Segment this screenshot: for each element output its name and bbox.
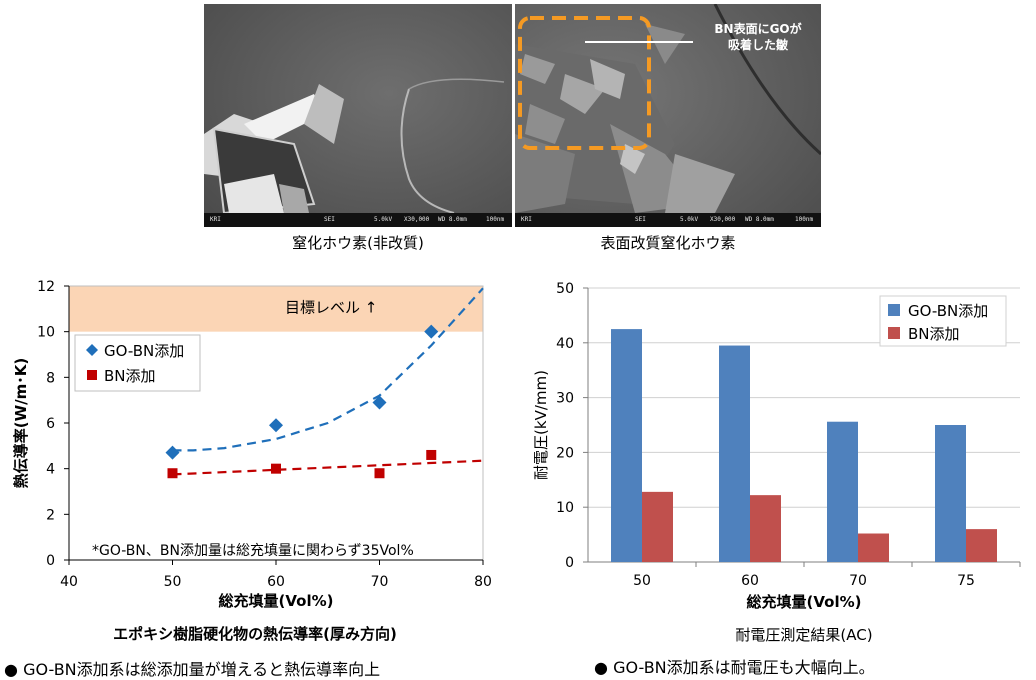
y-tick-label: 10 xyxy=(37,325,55,341)
legend-label-go-bn: GO-BN添加 xyxy=(908,302,988,320)
bar-go-bn xyxy=(719,345,750,562)
legend-label-go-bn: GO-BN添加 xyxy=(104,342,184,360)
data-point-bn xyxy=(271,463,281,474)
annotation-line-2: 吸着した皺 xyxy=(727,38,788,52)
y-tick-label: 2 xyxy=(46,507,55,523)
legend-marker-bn xyxy=(87,370,97,380)
highlight-dashed-box xyxy=(518,16,651,150)
annotation-label: BN表面にGOが 吸着した皺 xyxy=(698,21,818,53)
y-tick-label: 6 xyxy=(46,416,55,432)
legend-box xyxy=(74,334,201,392)
data-point-go-bn xyxy=(165,445,180,460)
trend-line-bn xyxy=(172,459,484,476)
sem-wd: WD 8.0mm xyxy=(745,216,774,223)
legend-swatch-go-bn xyxy=(888,304,900,316)
bar-go-bn xyxy=(827,421,858,562)
legend-swatch-bn xyxy=(888,327,900,339)
sem-magnification: X30,000 xyxy=(404,216,430,223)
trend-line-go-bn xyxy=(172,287,484,452)
x-tick-label: 75 xyxy=(957,573,975,589)
sem-magnification: X30,000 xyxy=(710,216,736,223)
sem-image-unmodified: KRI SEI 5.0kV X30,000 WD 8.0mm 100nm xyxy=(204,4,512,227)
y-tick-label: 30 xyxy=(556,391,574,407)
sem-scale: 100nm xyxy=(486,216,505,223)
caption-unmodified-bn: 窒化ホウ素(非改質) xyxy=(292,234,424,252)
x-tick-label: 50 xyxy=(633,573,651,589)
chart-title-voltage: 耐電圧測定結果(AC) xyxy=(735,626,872,644)
y-tick-label: 4 xyxy=(46,462,55,478)
target-band xyxy=(69,286,483,332)
sem-info-bar-left: KRI SEI 5.0kV X30,000 WD 8.0mm 100nm xyxy=(204,213,512,227)
y-axis-title: 熱伝導率(W/m･K) xyxy=(12,358,30,489)
chart-title-thermal: エポキシ樹脂硬化物の熱伝導率(厚み方向) xyxy=(113,625,397,643)
sem-mode: SEI xyxy=(324,216,335,223)
x-axis-title: 総充填量(Vol%) xyxy=(747,593,862,611)
annotation-line-1: BN表面にGOが xyxy=(714,22,802,36)
y-tick-label: 0 xyxy=(565,555,574,571)
y-tick-label: 40 xyxy=(556,336,574,352)
x-tick-label: 60 xyxy=(741,573,759,589)
legend-left: GO-BN添加 BN添加 xyxy=(74,334,201,392)
data-point-bn xyxy=(167,468,178,479)
caption-modified-bn: 表面改質窒化ホウ素 xyxy=(600,234,736,252)
y-tick-label: 20 xyxy=(556,445,574,461)
bullet-left: ● GO-BN添加系は総添加量が増えると熱伝導率向上 xyxy=(4,656,380,680)
x-tick-label: 70 xyxy=(849,573,867,589)
y-tick-label: 12 xyxy=(37,279,55,295)
y-tick-label: 8 xyxy=(46,370,55,386)
target-band-label: 目標レベル ↑ xyxy=(285,299,377,317)
x-tick-label: 50 xyxy=(164,574,182,590)
sem-info-bar-right: KRI SEI 5.0kV X30,000 WD 8.0mm 100nm xyxy=(515,213,821,227)
chart-note: *GO-BN、BN添加量は総充填量に関わらず35Vol% xyxy=(92,543,414,559)
bar-bn xyxy=(858,533,889,562)
bar-bn xyxy=(642,491,673,562)
y-tick-label: 0 xyxy=(46,553,55,569)
annotation-overlay xyxy=(518,16,693,150)
sem-mode: SEI xyxy=(635,216,646,223)
sem-voltage: 5.0kV xyxy=(680,216,699,223)
bar-go-bn xyxy=(935,425,966,562)
y-axis-title: 耐電圧(kV/mm) xyxy=(532,370,550,480)
sem-voltage: 5.0kV xyxy=(374,216,393,223)
bullet-right-text: GO-BN添加系は耐電圧も大幅向上。 xyxy=(613,658,875,677)
x-tick-label: 40 xyxy=(60,574,78,590)
thermal-conductivity-chart: 目標レベル ↑ 0 2 4 6 8 10 12 40 50 60 70 80 GO-BN添加 BN添加 *GO… xyxy=(12,279,492,643)
legend-box xyxy=(879,295,1007,347)
legend-label-bn: BN添加 xyxy=(908,325,960,343)
x-axis-title: 総充填量(Vol%) xyxy=(219,592,334,610)
sem-logo: KRI xyxy=(210,216,221,223)
y-tick-label: 10 xyxy=(556,500,574,516)
bar-bn xyxy=(750,495,781,562)
x-tick-label: 70 xyxy=(371,574,389,590)
legend-marker-go-bn xyxy=(86,344,98,356)
bullet-left-text: GO-BN添加系は総添加量が増えると熱伝導率向上 xyxy=(23,660,381,679)
bar-go-bn xyxy=(611,329,642,562)
sem-scale: 100nm xyxy=(795,216,814,223)
breakdown-voltage-chart: 0 10 20 30 40 50 50 60 70 75 GO-BN添加 BN添加総充填量(Vol%)… xyxy=(532,281,1021,644)
legend-label-bn: BN添加 xyxy=(104,367,156,385)
data-point-go-bn xyxy=(424,324,439,339)
sem-wd: WD 8.0mm xyxy=(438,216,467,223)
bar-bn xyxy=(966,529,997,562)
y-tick-label: 50 xyxy=(556,281,574,297)
bullet-dot-icon: ● xyxy=(594,658,608,677)
x-tick-label: 60 xyxy=(267,574,285,590)
bullet-right: ● GO-BN添加系は耐電圧も大幅向上。 xyxy=(594,654,875,678)
data-point-go-bn xyxy=(372,395,387,410)
data-point-bn xyxy=(374,468,385,479)
data-point-go-bn xyxy=(269,418,283,433)
bullet-dot-icon: ● xyxy=(4,660,18,679)
data-point-bn xyxy=(426,449,437,460)
x-tick-label: 80 xyxy=(474,574,492,590)
sem-logo: KRI xyxy=(521,216,532,223)
sem-texture-left xyxy=(204,4,512,227)
legend-right: GO-BN添加 BN添加 xyxy=(879,295,1007,347)
